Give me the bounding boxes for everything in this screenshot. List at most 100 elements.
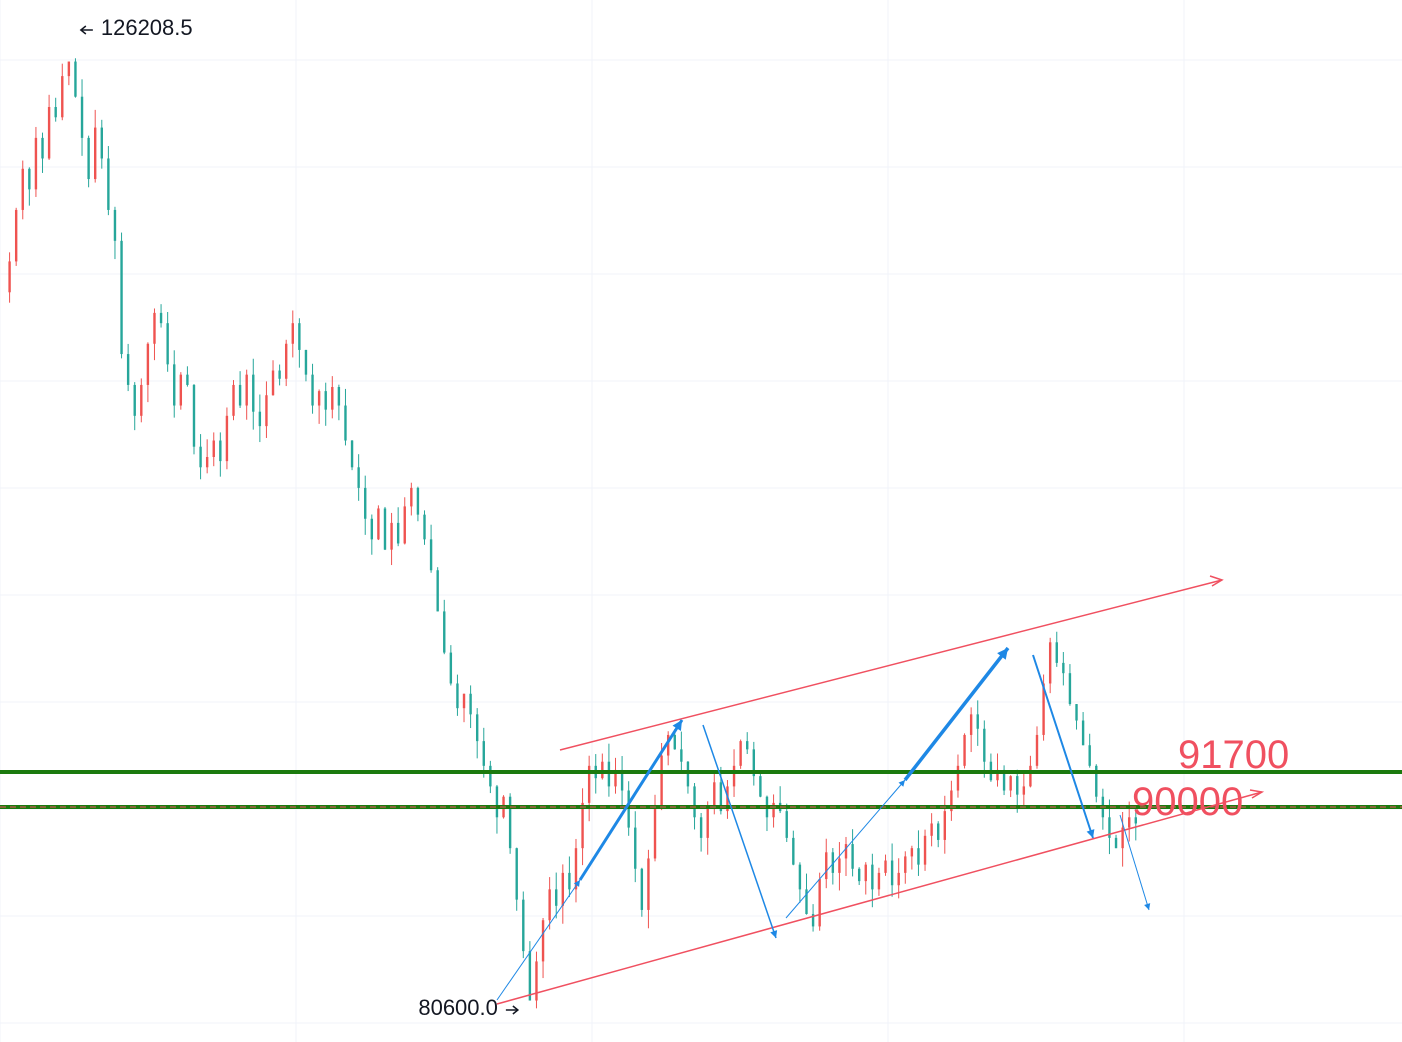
channel-upper-line[interactable]	[559, 579, 1223, 751]
candle-body	[792, 837, 795, 865]
candle-body	[87, 137, 90, 180]
trend-arrow-7-head	[1144, 903, 1151, 910]
candle-body	[1002, 769, 1006, 791]
trend-arrow-6[interactable]	[1032, 654, 1094, 839]
candle-body	[403, 506, 406, 544]
candle-body	[298, 323, 301, 350]
candle-body	[1055, 642, 1058, 663]
candle-body	[950, 790, 953, 812]
candle-body	[120, 240, 123, 355]
candle-body	[805, 889, 808, 915]
candle-body	[410, 487, 413, 507]
candle-body	[370, 518, 374, 540]
candle-body	[436, 570, 439, 612]
candle-body	[1128, 817, 1131, 828]
candle-body	[278, 370, 281, 379]
candle-body	[1134, 817, 1137, 824]
candle-body	[1035, 734, 1039, 766]
candle-body	[258, 411, 262, 427]
candle-body	[94, 127, 97, 180]
channel-lower-line[interactable]	[496, 791, 1263, 1005]
candle-body	[1062, 662, 1065, 674]
candle-body	[317, 391, 321, 406]
candle-body	[956, 765, 960, 791]
candle-body	[311, 374, 314, 406]
candle-body	[100, 127, 103, 159]
candle-body	[508, 796, 512, 849]
trend-arrow-2[interactable]	[578, 719, 684, 881]
candle-body	[245, 374, 248, 406]
candle-body	[396, 522, 400, 544]
trend-arrow-3[interactable]	[702, 724, 777, 939]
candle-body	[746, 741, 749, 750]
candle-body	[555, 889, 558, 906]
candle-body	[252, 374, 255, 412]
candle-body	[61, 76, 64, 118]
candle-body	[469, 693, 472, 715]
candle-body	[429, 539, 433, 571]
candle-body	[535, 961, 538, 1001]
candle-body	[1042, 683, 1045, 735]
candle-body	[660, 755, 663, 807]
candle-body	[107, 158, 110, 210]
candle-body	[28, 168, 31, 190]
candle-body	[1081, 720, 1085, 746]
candle-body	[581, 802, 584, 849]
candle-body	[561, 872, 565, 906]
candle-body	[634, 827, 637, 869]
trend-arrow-3-head	[770, 930, 778, 938]
candle-body	[219, 440, 222, 462]
candle-body	[785, 811, 788, 838]
candle-body	[67, 61, 71, 77]
candle-body	[304, 349, 308, 375]
trend-arrow-7[interactable]	[1119, 814, 1150, 911]
candle-body	[146, 343, 150, 385]
candle-body	[192, 384, 196, 447]
candle-body	[126, 354, 130, 385]
candle-body	[449, 652, 453, 684]
candle-body	[759, 776, 762, 797]
candle-body	[726, 786, 729, 812]
trend-arrow-1[interactable]	[496, 879, 581, 1001]
candle-body	[1016, 776, 1019, 795]
candle-body	[1088, 745, 1091, 766]
candle-body	[383, 508, 387, 550]
trend-arrow-1-head	[573, 880, 580, 887]
candle-body	[857, 868, 861, 882]
candle-body	[831, 852, 835, 873]
candle-body	[739, 741, 742, 766]
candle-body	[541, 920, 545, 962]
candle-body	[443, 611, 446, 653]
candle-body	[232, 384, 235, 416]
candle-body	[456, 683, 459, 709]
candle-body	[963, 734, 966, 766]
candle-body	[825, 852, 828, 880]
candle-body	[238, 384, 242, 406]
candle-body	[996, 769, 999, 781]
trend-arrow-4[interactable]	[785, 779, 906, 919]
candle-body	[159, 312, 163, 324]
candle-body	[1009, 776, 1012, 791]
candle-body	[489, 765, 492, 787]
candle-body	[390, 522, 393, 550]
trend-arrow-2-head	[672, 720, 682, 731]
candle-body	[923, 835, 927, 865]
candle-body	[1029, 765, 1032, 787]
candle-body	[1121, 827, 1124, 849]
candle-body	[693, 786, 696, 818]
trend-arrow-5[interactable]	[903, 646, 1010, 782]
candle-body	[199, 446, 202, 468]
candle-body	[897, 872, 900, 886]
candle-body	[904, 856, 907, 873]
candle-body	[1022, 786, 1026, 795]
channel-upper-arrowhead	[1209, 575, 1224, 587]
candle-body	[969, 714, 973, 735]
candle-body	[41, 137, 44, 159]
candle-body	[917, 848, 920, 865]
arrow-right-icon-head	[512, 1005, 520, 1015]
candle-body	[752, 749, 756, 777]
candle-body	[587, 765, 591, 803]
candle-body	[851, 844, 854, 869]
